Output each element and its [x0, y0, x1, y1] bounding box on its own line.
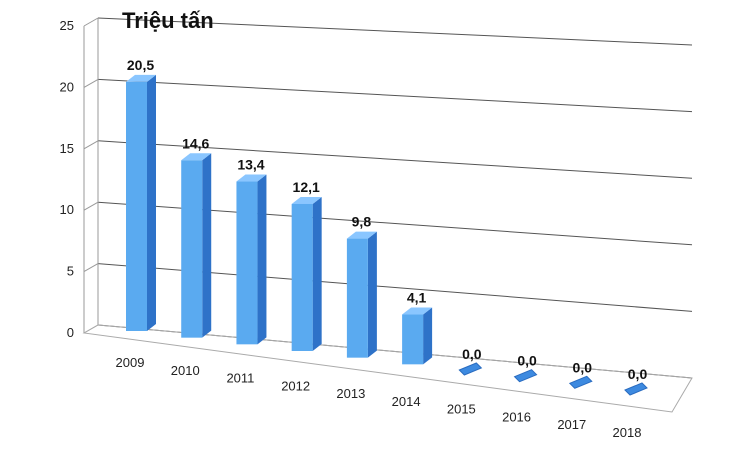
bar-top: [126, 74, 156, 82]
category-labels: 2009 2010 2011 2012 2013 2014 2015 2016 2017 2018: [116, 355, 642, 440]
category-label: 2015: [447, 402, 476, 417]
bar-side: [257, 174, 267, 345]
bar-side: [312, 196, 322, 351]
category-label: 2009: [116, 355, 145, 370]
bar-front: [291, 203, 313, 351]
gridline-side: [83, 201, 99, 211]
bar: [291, 196, 322, 351]
bar-top: [181, 153, 212, 161]
y-tick-label: 20: [60, 79, 74, 94]
gridline: [97, 17, 693, 46]
category-label: 2013: [336, 386, 365, 401]
gridlines: [83, 17, 693, 379]
bar: [402, 307, 433, 365]
category-label: 2011: [226, 371, 254, 386]
y-tick-label: 5: [67, 264, 74, 279]
category-label: 2017: [557, 417, 586, 432]
data-label: 0,0: [628, 366, 648, 382]
data-label: 4,1: [407, 290, 427, 306]
data-label: 9,8: [352, 214, 372, 230]
gridline: [97, 78, 693, 113]
bar: [568, 375, 593, 389]
gridline: [97, 140, 693, 179]
bar-front: [126, 81, 147, 331]
category-label: 2018: [613, 425, 642, 440]
y-tick-label: 0: [67, 325, 74, 340]
data-label: 12,1: [293, 179, 320, 195]
axes: [82, 18, 693, 413]
bar: [181, 153, 212, 338]
data-label: 13,4: [237, 157, 264, 173]
category-label: 2012: [281, 378, 310, 393]
floor: [82, 324, 693, 413]
bar-side: [202, 153, 212, 338]
y-tick-label: 15: [60, 141, 74, 156]
data-label: 0,0: [517, 353, 537, 369]
bar-side: [367, 231, 377, 358]
bar: [236, 174, 267, 345]
bar-side: [147, 74, 156, 332]
bar-zero: [458, 362, 483, 376]
gridline-side: [83, 140, 99, 150]
gridline-side: [83, 263, 99, 273]
bar: [346, 231, 377, 358]
bar-front: [346, 238, 368, 358]
data-label: 20,5: [127, 57, 154, 73]
bar-zero: [513, 369, 538, 383]
bar-top: [402, 307, 433, 315]
bar: [126, 74, 156, 332]
bar: [513, 369, 538, 383]
bar-top: [291, 196, 322, 204]
unit-label: Triệu tấn: [122, 8, 214, 33]
gridline-side: [83, 17, 99, 27]
y-tick-labels: 0 5 10 15 20 25: [60, 18, 74, 340]
bar-top: [346, 231, 377, 239]
bar: [458, 362, 483, 376]
data-label: 0,0: [462, 346, 482, 362]
category-label: 2014: [392, 394, 421, 409]
bar-zero: [568, 375, 593, 389]
category-label: 2016: [502, 409, 531, 424]
bar-side: [423, 307, 433, 365]
y-tick-label: 25: [60, 18, 74, 33]
bars: [126, 74, 648, 396]
gridline-side: [83, 78, 99, 88]
bar: [624, 382, 648, 396]
y-tick-label: 10: [60, 202, 74, 217]
bar-zero: [624, 382, 648, 396]
category-label: 2010: [171, 363, 200, 378]
data-label: 14,6: [182, 135, 209, 151]
bar-front: [236, 181, 258, 345]
bar-front: [402, 314, 424, 365]
data-label: 0,0: [573, 359, 593, 375]
bar-front: [181, 160, 203, 338]
data-labels: 20,5 14,6 13,4 12,1 9,8 4,1 0,0 0,0 0,0 0,0: [127, 57, 648, 382]
bar-top: [236, 174, 267, 182]
